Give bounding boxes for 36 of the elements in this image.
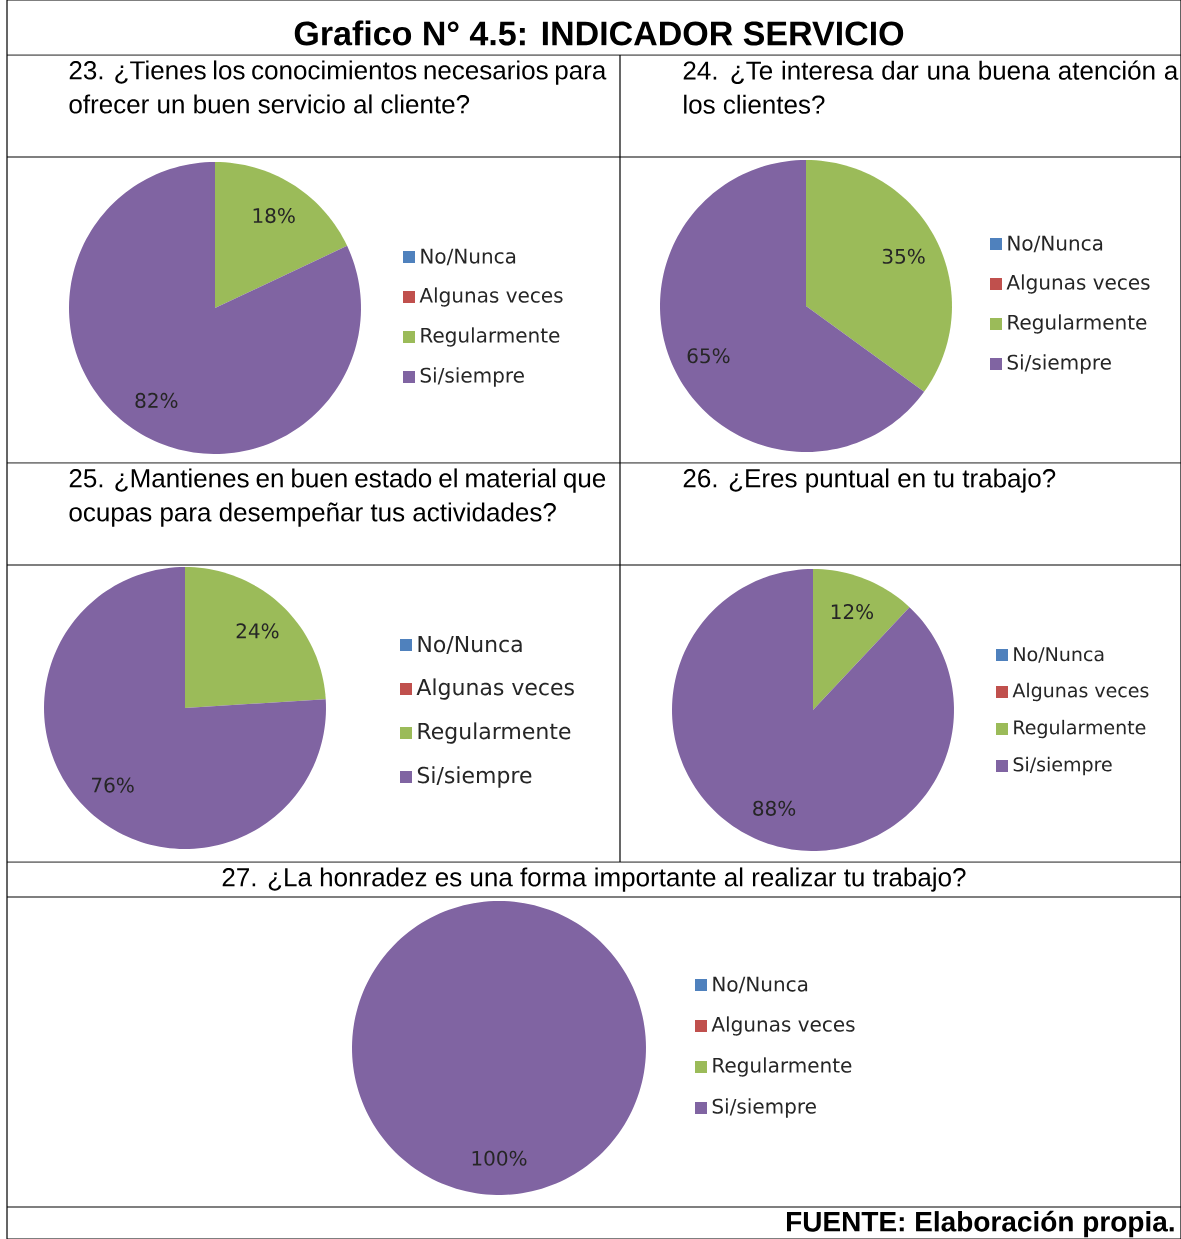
legend-label: Regularmente [1014,719,1146,739]
text: Grafico N° 4.5: INDICADOR SERVICIO [294,20,904,46]
data-label: 24% [236,623,279,639]
legend-label: Algunas veces [711,1016,855,1036]
legend-label: Si/siempre [417,766,532,788]
chart-title: 24. ¿Te interesa dar una buena atención a los clientes? [683,60,1179,114]
data-label: 100% [472,1150,527,1166]
data-label: 65% [687,348,730,364]
data-label: 12% [831,604,874,620]
legend-label: Algunas veces [416,678,574,700]
legend-label: Si/siempre [712,1098,816,1118]
chart-title: 23. ¿Tienes los conocimientos necesarios para ofrecer un buen servicio al cliente? [69,60,607,114]
legend-label: No/Nunca [713,976,808,994]
legend-label: Regularmente [713,1057,852,1077]
legend-label: Algunas veces [1006,274,1150,294]
chart-title: 27. ¿La honradez es una forma importante al realizar tu trabajo? [222,867,966,892]
legend-label: Algunas veces [419,287,563,307]
chart-title: 26. ¿Eres puntual en tu trabajo? [683,468,1056,493]
legend-label: No/Nunca [418,635,522,655]
data-label: 18% [253,207,295,224]
legend-label: No/Nunca [421,248,516,266]
data-label: 76% [92,777,134,793]
data-label: 35% [882,248,925,264]
data-label: 88% [753,800,796,816]
source-note: FUENTE: Elaboración propia. [787,1210,1174,1238]
legend-label: Algunas veces [1012,682,1149,702]
legend-label: No/Nunca [1014,647,1104,663]
legend-label: Regularmente [418,722,571,744]
legend-label: Regularmente [1008,314,1147,334]
legend-label: Regularmente [421,327,560,347]
chart-title: 25. ¿Mantienes en buen estado el material que ocupas para desempeñar tus actividades? [69,468,606,527]
legend-label: Si/siempre [420,367,524,387]
legend-label: Si/siempre [1007,354,1111,374]
legend-label: Si/siempre [1013,756,1112,776]
data-label: 82% [135,392,178,409]
legend-label: No/Nunca [1008,235,1103,253]
